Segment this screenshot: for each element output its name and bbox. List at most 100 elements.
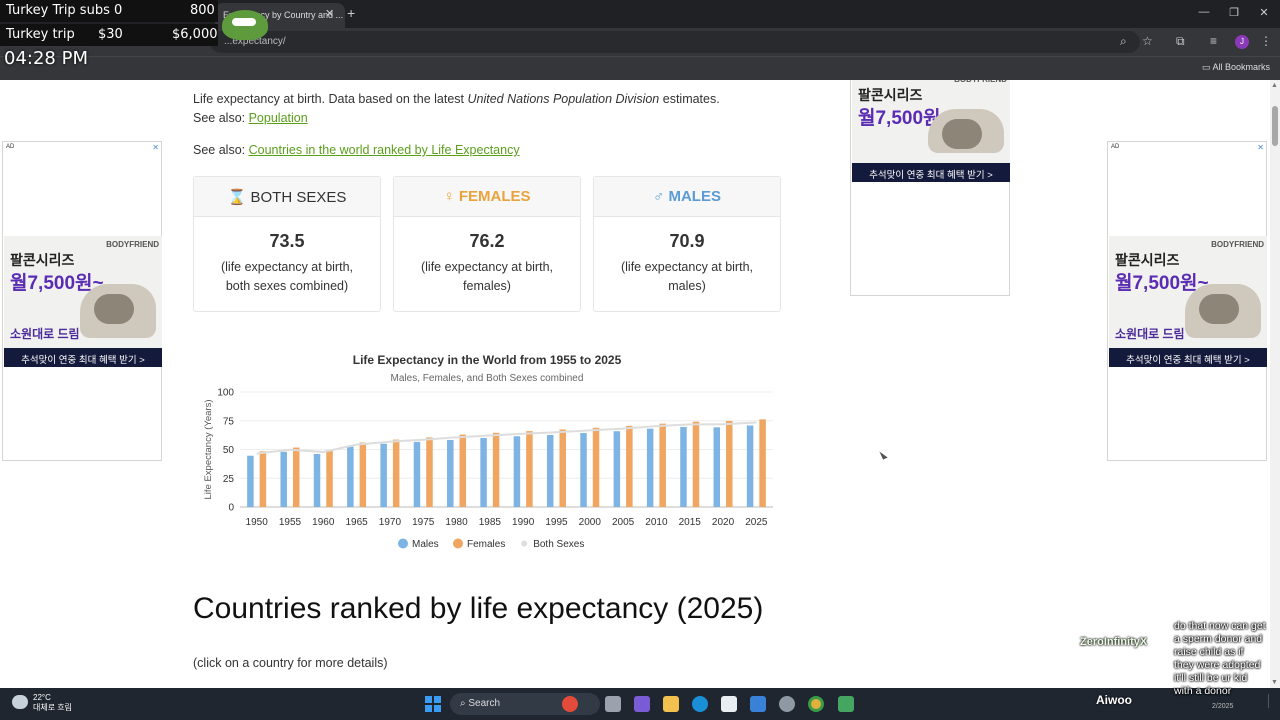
- card-description-line1: (life expectancy at birth,: [620, 260, 753, 274]
- ad-banner[interactable]: 추석맞이 연중 최대 혜택 받기 >: [4, 348, 162, 367]
- temperature: 22°C: [33, 693, 51, 702]
- all-bookmarks-button[interactable]: ▭ All Bookmarks: [1201, 62, 1270, 72]
- bookmarks-bar: ▭ All Bookmarks: [0, 56, 1280, 80]
- bar-males: [513, 436, 521, 507]
- bar-males: [380, 443, 387, 507]
- right-ad[interactable]: AD ✕ BODYFRIEND 팔콘시리즈 월7,500원~ 소원대로 드림 추…: [1107, 141, 1267, 461]
- ad-price: 월7,500원~: [858, 108, 952, 129]
- show-desktop-button[interactable]: [1268, 694, 1276, 708]
- card-label: BOTH SEXES: [250, 189, 347, 206]
- app-icon-circle[interactable]: [779, 696, 795, 712]
- bar-females: [759, 419, 766, 507]
- card-both-sexes: ⌛ BOTH SEXES 73.5 (life expectancy at bi…: [193, 176, 381, 312]
- card-description-line2: males): [668, 279, 706, 293]
- legend-label: Both Sexes: [533, 539, 584, 550]
- trip-overlay: Turkey trip $30 $6,000: [0, 24, 218, 46]
- task-view-icon[interactable]: [605, 696, 621, 712]
- search-label: Search: [468, 698, 501, 709]
- all-bookmarks-label: All Bookmarks: [1212, 62, 1270, 72]
- ad-close-icon[interactable]: ✕: [152, 143, 159, 152]
- bar-females: [359, 442, 367, 507]
- hourglass-icon: ⌛: [227, 189, 247, 206]
- bar-females: [492, 432, 500, 507]
- card-description: (life expectancy at birth, both sexes com…: [194, 258, 380, 296]
- center-ad[interactable]: BODYFRIEND 팔콘시리즈 월7,500원~ 추석맞이 연중 최대 혜택 …: [850, 80, 1010, 296]
- card-header: ♀ FEMALES: [394, 177, 580, 217]
- see-also-label-2: See also:: [193, 143, 249, 157]
- ad-banner[interactable]: 추석맞이 연중 최대 혜택 받기 >: [852, 163, 1010, 182]
- card-value: 70.9: [669, 231, 705, 251]
- page-scrollbar[interactable]: ▲ ▼: [1270, 80, 1280, 688]
- windows-start-icon[interactable]: [425, 696, 441, 712]
- menu-icon[interactable]: ⋮: [1260, 34, 1272, 48]
- bar-males: [480, 438, 487, 507]
- bar-males: [247, 455, 254, 507]
- left-ad[interactable]: AD ✕ BODYFRIEND 팔콘시리즈 월7,500원~ 소원대로 드림 추…: [2, 141, 162, 461]
- file-explorer-icon[interactable]: [663, 696, 679, 712]
- bar-males: [313, 453, 321, 507]
- trip-goal: $6,000: [172, 27, 218, 42]
- tab-close-icon[interactable]: ✕: [325, 8, 335, 20]
- see-also-ranked: See also: Countries in the world ranked …: [193, 143, 520, 157]
- restore-button[interactable]: ❐: [1229, 7, 1239, 19]
- ranked-countries-link[interactable]: Countries in the world ranked by Life Ex…: [248, 143, 520, 157]
- scrollbar-thumb[interactable]: [1272, 106, 1278, 146]
- card-value: 73.5: [269, 231, 305, 251]
- app-icon-blue[interactable]: [750, 696, 766, 712]
- population-link[interactable]: Population: [248, 111, 308, 125]
- edge-icon[interactable]: [692, 696, 708, 712]
- x-tick-label: 2015: [679, 517, 702, 528]
- taskbar: 22°C 대체로 흐림 ⌕ Search: [0, 688, 1280, 720]
- app-icon-fruit[interactable]: [562, 696, 578, 712]
- card-label: FEMALES: [458, 188, 531, 205]
- ad-close-icon[interactable]: ✕: [1257, 143, 1264, 152]
- ad-logo: 소원대로 드림: [1115, 327, 1185, 341]
- new-tab-button[interactable]: +: [347, 5, 356, 21]
- window-close-button[interactable]: ✕: [1259, 7, 1269, 19]
- bar-males: [347, 446, 354, 507]
- bar-females: [559, 429, 566, 507]
- card-females: ♀ FEMALES 76.2 (life expectancy at birth…: [393, 176, 581, 312]
- bar-females: [692, 421, 700, 507]
- weather-text: 22°C 대체로 흐림: [33, 693, 72, 713]
- legend-marker: [398, 538, 408, 549]
- ad-brand: BODYFRIEND: [106, 240, 159, 249]
- chat-username: ZeroInfinityX: [1080, 636, 1148, 648]
- section-title: Countries ranked by life expectancy (202…: [193, 592, 764, 625]
- chart-subtitle: Males, Females, and Both Sexes combined: [390, 373, 584, 384]
- minimize-button[interactable]: —: [1198, 6, 1210, 18]
- extensions-icon[interactable]: ⧉: [1176, 34, 1185, 48]
- app-icon-green[interactable]: [838, 696, 854, 712]
- scroll-up-icon[interactable]: ▲: [1271, 82, 1278, 89]
- bar-females: [592, 427, 600, 507]
- ad-image: BODYFRIEND 팔콘시리즈 월7,500원~: [852, 80, 1010, 163]
- copilot-icon[interactable]: [634, 696, 650, 712]
- scroll-down-icon[interactable]: ▼: [1271, 679, 1278, 686]
- bar-males: [746, 425, 754, 507]
- ad-banner[interactable]: 추석맞이 연중 최대 혜택 받기 >: [1109, 348, 1267, 367]
- x-tick-label: 1965: [345, 517, 368, 528]
- intro-italic: United Nations Population Division: [467, 92, 660, 106]
- bar-females: [259, 451, 267, 507]
- bar-females: [392, 439, 400, 507]
- legend-label: Females: [467, 539, 505, 550]
- ad-brand: BODYFRIEND: [1211, 240, 1264, 249]
- bar-males: [447, 439, 454, 507]
- profile-avatar[interactable]: J: [1235, 35, 1249, 49]
- card-description-line2: females): [463, 279, 511, 293]
- chat-message: do that now can get a sperm donor and ra…: [1174, 620, 1266, 697]
- bookmark-star-icon[interactable]: ☆: [1142, 34, 1153, 48]
- x-tick-label: 2025: [745, 517, 768, 528]
- media-icon[interactable]: ≡: [1210, 34, 1218, 48]
- zoom-icon[interactable]: ⌕: [1120, 34, 1127, 48]
- ad-label: AD: [1111, 144, 1120, 150]
- x-tick-label: 2010: [645, 517, 668, 528]
- x-tick-label: 1985: [479, 517, 502, 528]
- male-icon: ♂: [653, 188, 665, 205]
- address-bar[interactable]: ...expectancy/: [210, 31, 1140, 53]
- chrome-icon[interactable]: [808, 696, 824, 712]
- legend-marker: [521, 540, 528, 547]
- ad-label: AD: [6, 144, 15, 150]
- bar-males: [546, 435, 554, 507]
- store-icon[interactable]: [721, 696, 737, 712]
